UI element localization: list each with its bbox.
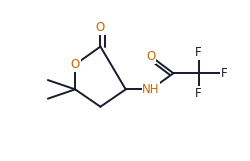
Text: NH: NH — [142, 83, 159, 96]
Text: O: O — [146, 50, 155, 63]
Text: O: O — [70, 58, 80, 71]
Text: F: F — [220, 67, 226, 80]
Text: F: F — [194, 87, 201, 100]
Text: F: F — [194, 46, 201, 59]
Text: O: O — [96, 21, 105, 34]
